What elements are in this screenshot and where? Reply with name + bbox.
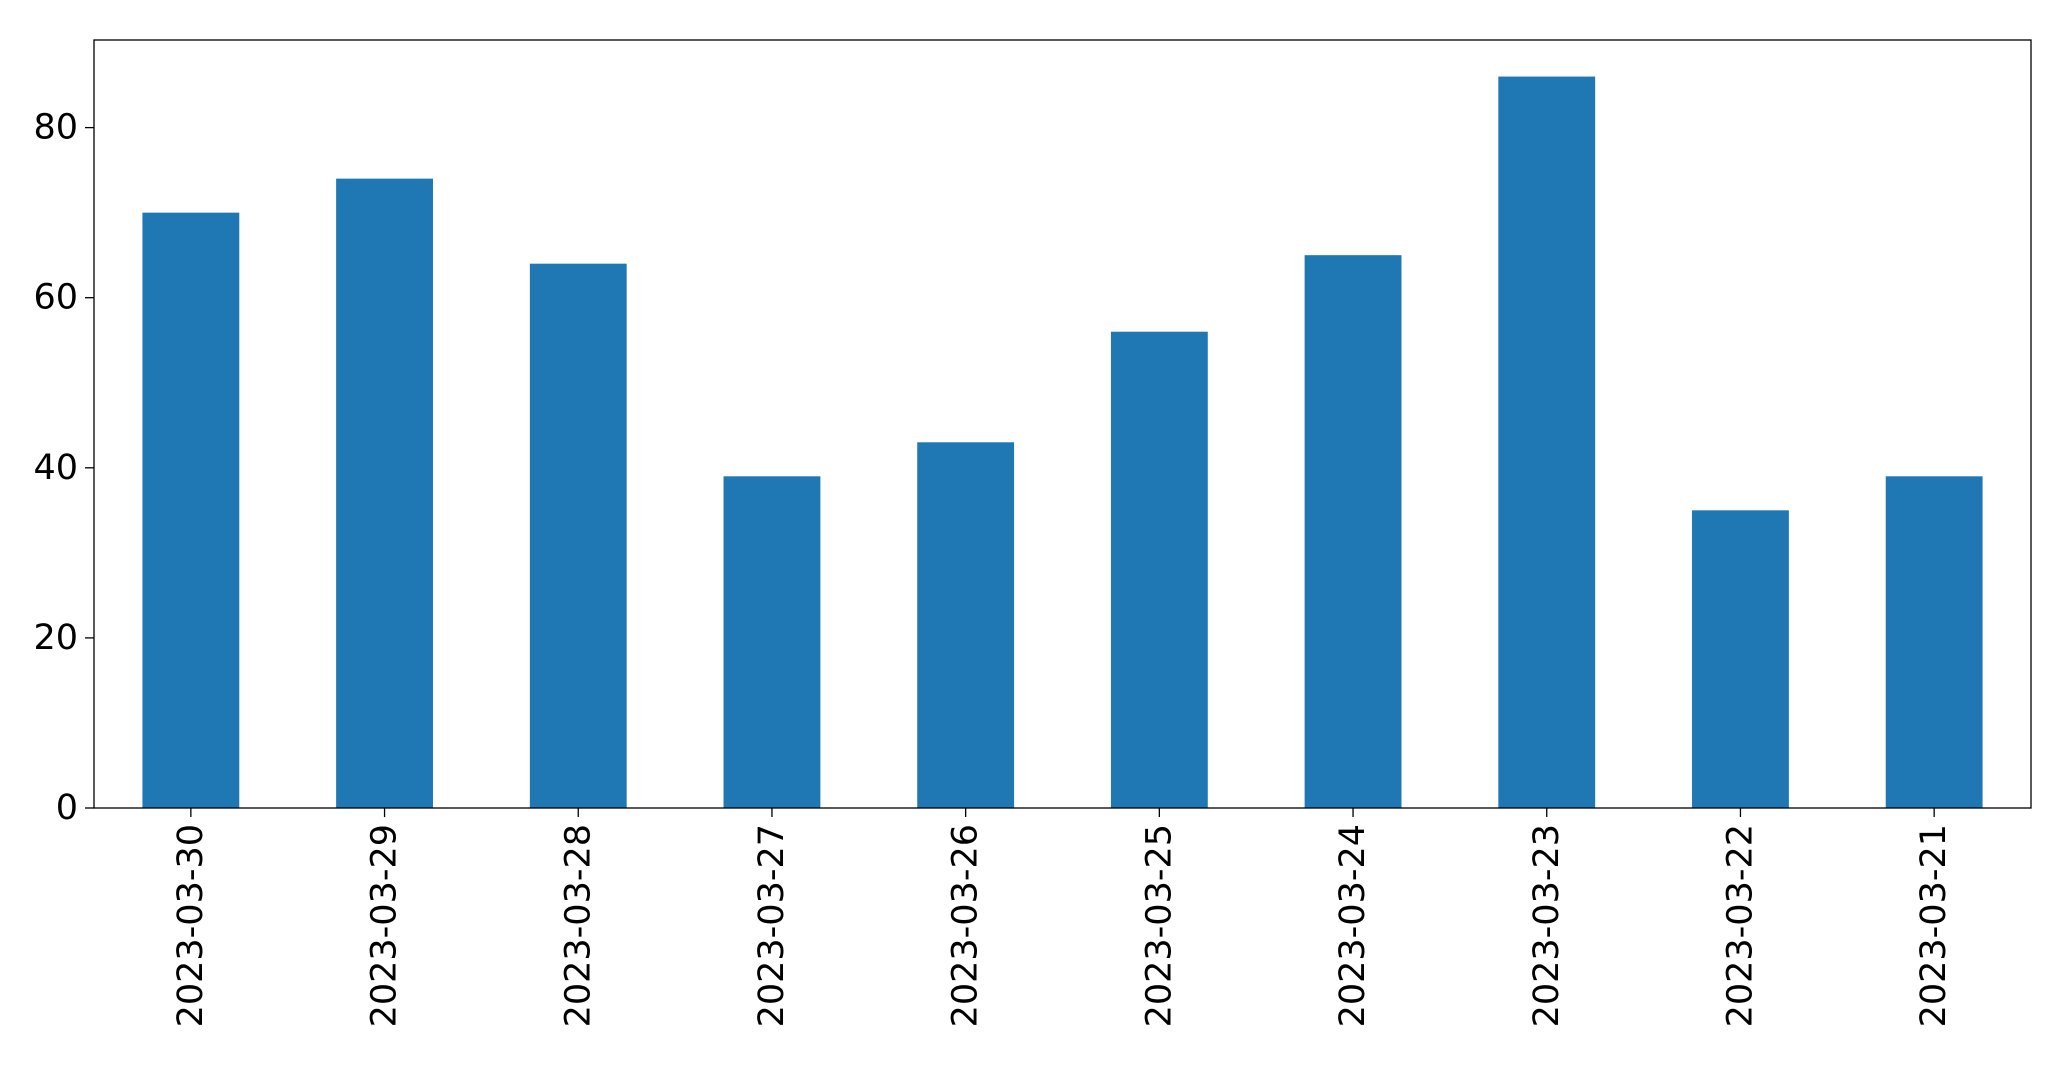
x-tick-label: 2023-03-29 [365, 824, 405, 1027]
x-tick-label: 2023-03-22 [1720, 824, 1760, 1027]
x-tick-label: 2023-03-25 [1139, 824, 1179, 1027]
bar [1304, 255, 1402, 808]
bar [917, 442, 1015, 808]
bar [1885, 476, 1983, 808]
y-tick-label: 40 [33, 448, 78, 488]
bar [1692, 510, 1789, 808]
x-tick-label: 2023-03-23 [1527, 824, 1567, 1027]
y-tick-label: 60 [33, 278, 78, 318]
plot-frame [93, 39, 2032, 809]
y-tick-label: 80 [33, 108, 78, 148]
bar [529, 263, 627, 809]
bar [723, 476, 821, 808]
x-tick-label: 2023-03-28 [558, 824, 598, 1027]
x-tick-label: 2023-03-30 [171, 824, 211, 1027]
bar [1498, 76, 1596, 809]
bar [142, 212, 240, 808]
y-tick-label: 20 [33, 618, 78, 658]
x-tick-label: 2023-03-26 [946, 824, 986, 1027]
x-tick-label: 2023-03-24 [1333, 824, 1373, 1027]
y-tick-label: 0 [56, 788, 78, 828]
bar [1110, 331, 1208, 808]
x-tick-label: 2023-03-21 [1914, 824, 1954, 1027]
x-tick-label: 2023-03-27 [752, 824, 792, 1027]
bar [336, 178, 433, 808]
